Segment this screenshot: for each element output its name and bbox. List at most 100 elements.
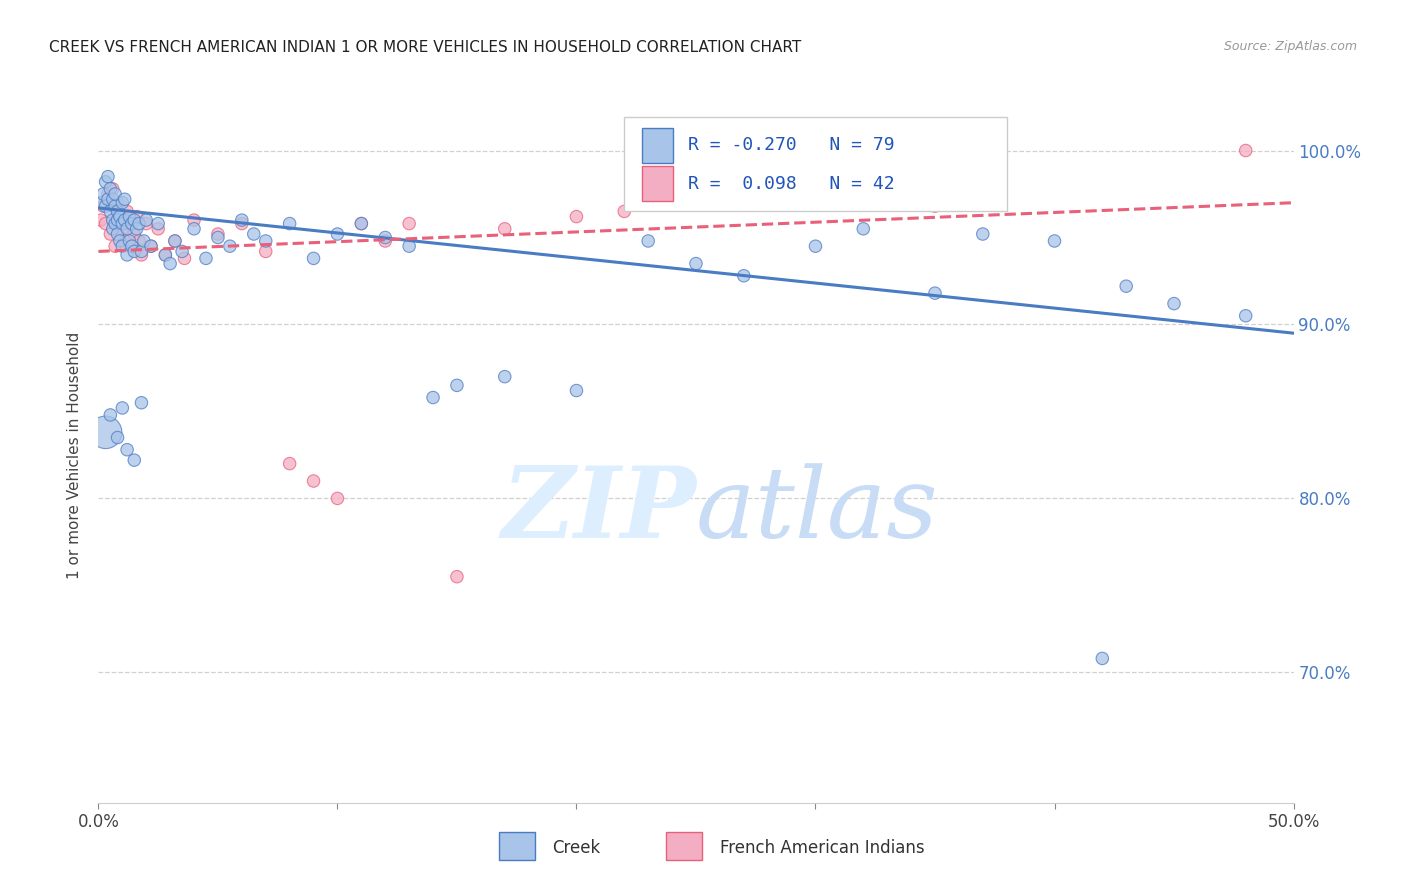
- Y-axis label: 1 or more Vehicles in Household: 1 or more Vehicles in Household: [67, 331, 83, 579]
- Point: [148, 217, 170, 231]
- Point: [124, 244, 146, 259]
- Point: [132, 234, 155, 248]
- Point: [135, 213, 157, 227]
- Point: [207, 227, 229, 241]
- Point: [107, 195, 129, 210]
- Point: [111, 221, 134, 235]
- Point: [326, 491, 349, 506]
- Point: [107, 213, 129, 227]
- Point: [101, 192, 124, 206]
- Point: [107, 217, 129, 231]
- Text: French American Indians: French American Indians: [720, 839, 925, 857]
- Point: [118, 210, 141, 224]
- Point: [121, 217, 143, 231]
- Point: [243, 227, 266, 241]
- Point: [207, 230, 229, 244]
- Point: [104, 199, 127, 213]
- Point: [231, 217, 253, 231]
- Point: [139, 239, 162, 253]
- Point: [125, 221, 148, 235]
- Point: [98, 182, 122, 196]
- Point: [804, 239, 827, 253]
- Point: [104, 217, 127, 231]
- Point: [183, 221, 205, 235]
- Point: [90, 213, 112, 227]
- Point: [124, 453, 146, 467]
- Point: [101, 221, 124, 235]
- Point: [111, 239, 134, 253]
- Point: [254, 244, 277, 259]
- FancyBboxPatch shape: [643, 128, 673, 162]
- Point: [1043, 234, 1066, 248]
- Point: [108, 210, 131, 224]
- Point: [163, 234, 186, 248]
- Point: [94, 217, 117, 231]
- Point: [350, 217, 373, 231]
- Point: [278, 217, 301, 231]
- Point: [733, 268, 755, 283]
- Text: R =  0.098   N = 42: R = 0.098 N = 42: [688, 175, 894, 193]
- Point: [111, 195, 134, 210]
- Point: [613, 204, 636, 219]
- Point: [114, 192, 136, 206]
- Point: [98, 227, 122, 241]
- Point: [135, 217, 157, 231]
- Point: [107, 430, 129, 444]
- FancyBboxPatch shape: [624, 118, 1007, 211]
- Point: [398, 239, 420, 253]
- Point: [104, 239, 127, 253]
- Point: [219, 239, 242, 253]
- Point: [326, 227, 349, 241]
- Point: [565, 210, 588, 224]
- Point: [90, 195, 112, 210]
- Point: [118, 217, 141, 231]
- Point: [278, 457, 301, 471]
- Point: [115, 248, 138, 262]
- Point: [148, 221, 170, 235]
- Point: [183, 213, 205, 227]
- Point: [155, 248, 177, 262]
- FancyBboxPatch shape: [666, 832, 702, 860]
- Point: [104, 186, 127, 201]
- Point: [128, 234, 150, 248]
- Point: [159, 256, 181, 270]
- Point: [446, 378, 468, 392]
- Point: [254, 234, 277, 248]
- Point: [98, 408, 122, 422]
- Point: [114, 213, 136, 227]
- Point: [131, 248, 153, 262]
- Text: CREEK VS FRENCH AMERICAN INDIAN 1 OR MORE VEHICLES IN HOUSEHOLD CORRELATION CHAR: CREEK VS FRENCH AMERICAN INDIAN 1 OR MOR…: [49, 40, 801, 55]
- Point: [108, 234, 131, 248]
- Text: Source: ZipAtlas.com: Source: ZipAtlas.com: [1223, 40, 1357, 54]
- Point: [1234, 309, 1257, 323]
- Point: [1163, 296, 1185, 310]
- Point: [1091, 651, 1114, 665]
- Point: [128, 217, 150, 231]
- Point: [101, 182, 124, 196]
- Text: ZIP: ZIP: [501, 462, 696, 558]
- Point: [121, 239, 143, 253]
- Point: [111, 217, 134, 231]
- Point: [972, 227, 994, 241]
- Point: [115, 204, 138, 219]
- Point: [924, 199, 946, 213]
- Point: [422, 391, 444, 405]
- Point: [91, 199, 114, 213]
- Point: [101, 213, 124, 227]
- Point: [350, 217, 373, 231]
- Point: [155, 248, 177, 262]
- Point: [101, 199, 124, 213]
- Point: [131, 244, 153, 259]
- Point: [91, 186, 114, 201]
- Point: [114, 234, 136, 248]
- Point: [139, 239, 162, 253]
- Point: [94, 199, 117, 213]
- Point: [302, 474, 325, 488]
- Point: [1234, 144, 1257, 158]
- Point: [107, 204, 129, 219]
- Point: [124, 227, 146, 241]
- Point: [1115, 279, 1137, 293]
- Point: [98, 204, 122, 219]
- Text: Creek: Creek: [553, 839, 600, 857]
- Text: R = -0.270   N = 79: R = -0.270 N = 79: [688, 136, 894, 154]
